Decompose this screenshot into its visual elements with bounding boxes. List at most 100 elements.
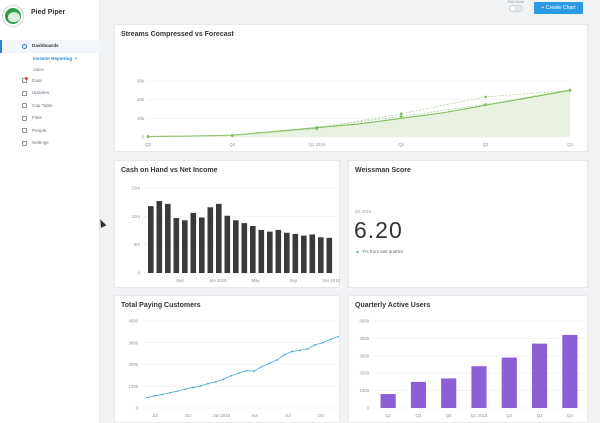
x-tick-label: Q2: [506, 413, 512, 418]
sidebar-item-label: Data: [32, 77, 42, 83]
chart-title: Streams Compressed vs Forecast: [121, 31, 234, 38]
data-point: [321, 341, 324, 344]
sidebar-subitem-investor-reporting[interactable]: Investor Reporting ↗: [0, 53, 100, 64]
data-point: [222, 378, 225, 381]
database-icon: [22, 78, 27, 84]
x-tick-label: Q3: [483, 142, 489, 147]
area-fill: [148, 90, 570, 137]
bar: [326, 237, 333, 273]
data-point: [306, 347, 309, 350]
sidebar-item-updates[interactable]: Updates: [0, 87, 100, 100]
bar: [199, 217, 205, 273]
x-tick-label: Q3: [145, 142, 151, 147]
y-tick-label: 3000: [128, 340, 138, 345]
data-point: [329, 338, 332, 341]
y-tick-label: 4000: [359, 336, 369, 341]
sidebar-item-label: Files: [32, 115, 42, 120]
y-tick-label: 60k: [137, 79, 145, 84]
data-point: [184, 388, 187, 391]
sidebar-item-label: Updates: [32, 90, 50, 95]
weissman-change-text: 7% from last quarter: [361, 249, 404, 254]
data-point: [260, 365, 263, 368]
x-tick-label: Jan 2016: [322, 278, 340, 283]
bar: [309, 234, 316, 273]
create-chart-button[interactable]: + Create Chart: [534, 2, 583, 14]
data-point: [337, 335, 339, 338]
bar: [471, 366, 487, 408]
sidebar-subitem-sales[interactable]: Sales: [0, 64, 100, 75]
bar: [250, 225, 256, 273]
x-tick-label: Oct: [318, 413, 325, 418]
data-point: [315, 127, 319, 130]
data-point: [291, 350, 294, 353]
sidebar-item-files[interactable]: Files: [0, 112, 100, 125]
data-point: [275, 359, 278, 362]
bar: [241, 223, 248, 273]
data-point: [568, 89, 572, 92]
data-point: [199, 384, 202, 387]
chart-title: Cash on Hand vs Net Income: [121, 167, 218, 174]
company-logo: [3, 6, 23, 26]
edit-mode-label: Edit Mode: [508, 0, 525, 4]
y-tick-label: 1000: [359, 388, 369, 393]
sidebar-item-data[interactable]: Data: [0, 75, 100, 88]
x-tick-label: Jan 2015: [213, 413, 231, 418]
edit-mode-toggle[interactable]: [509, 5, 523, 12]
y-tick-label: 0: [142, 135, 145, 140]
sidebar-nav: Dashboards Investor Reporting ↗ Sales Dat…: [0, 40, 100, 150]
sidebar: Pied Piper Dashboards Investor Reporting…: [0, 0, 100, 423]
data-point: [399, 112, 403, 115]
data-point: [237, 372, 240, 375]
y-tick-label: 0: [138, 271, 141, 276]
sidebar-item-cap-table[interactable]: Cap Table: [0, 100, 100, 113]
y-tick-label: 4000: [128, 319, 138, 324]
sidebar-item-people[interactable]: People: [0, 125, 100, 138]
chart-title: Quarterly Active Users: [355, 302, 431, 309]
bar: [148, 206, 154, 273]
chart-title: Weissman Score: [355, 167, 411, 174]
forecast-line: [147, 89, 571, 137]
cash-chart: 0 5m 10m 15m Sep Jan 2015 May Sep Jan 2016: [132, 186, 341, 284]
customers-chart-card: Total Paying Customers 0 1000 2000 3000 4000…: [114, 295, 341, 423]
data-point: [399, 115, 403, 118]
x-tick-label: Q4: [446, 413, 452, 418]
y-tick-label: 15m: [132, 186, 141, 191]
bar: [501, 357, 517, 408]
data-point: [298, 349, 301, 352]
updates-icon: [22, 90, 27, 96]
bar: [190, 212, 197, 273]
y-tick-label: 0: [367, 406, 370, 411]
x-tick-label: Q2: [385, 413, 391, 418]
x-tick-label: Sep: [176, 278, 184, 283]
x-tick-label: Q4: [230, 142, 236, 147]
y-tick-label: 5m: [134, 242, 140, 247]
sidebar-item-settings[interactable]: Settings: [0, 137, 100, 150]
x-tick-label: Q3: [537, 413, 543, 418]
sidebar-item-label: Settings: [32, 140, 49, 145]
data-point: [245, 369, 248, 372]
file-icon: [22, 115, 27, 121]
bar: [267, 231, 273, 273]
streams-chart: 0 20k 40k 60k Q3 Q4 Q1 2016 Q2 Q3 Q4: [137, 79, 573, 148]
company-brand[interactable]: Pied Piper: [0, 0, 100, 30]
data-point: [230, 374, 232, 377]
data-point: [146, 135, 150, 138]
bar: [173, 218, 180, 273]
sidebar-subitem-label: Sales: [33, 66, 44, 72]
y-tick-label: 20k: [137, 116, 145, 121]
x-tick-label: Q1 2015: [471, 413, 488, 418]
bar: [301, 235, 307, 273]
weissman-period: Q4 2015: [355, 209, 372, 214]
bar: [165, 203, 171, 273]
bar: [216, 203, 222, 273]
x-tick-label: Sep: [289, 278, 297, 283]
dashboard-icon: [22, 43, 27, 49]
bar: [380, 394, 396, 408]
y-tick-label: 2000: [128, 362, 138, 367]
arrow-up-icon: ▲: [355, 249, 360, 255]
sidebar-item-dashboards[interactable]: Dashboards: [0, 40, 100, 53]
bar: [258, 229, 265, 273]
company-name: Pied Piper: [31, 9, 66, 16]
sidebar-subitem-label: Investor Reporting: [33, 55, 73, 61]
bar: [562, 334, 578, 408]
